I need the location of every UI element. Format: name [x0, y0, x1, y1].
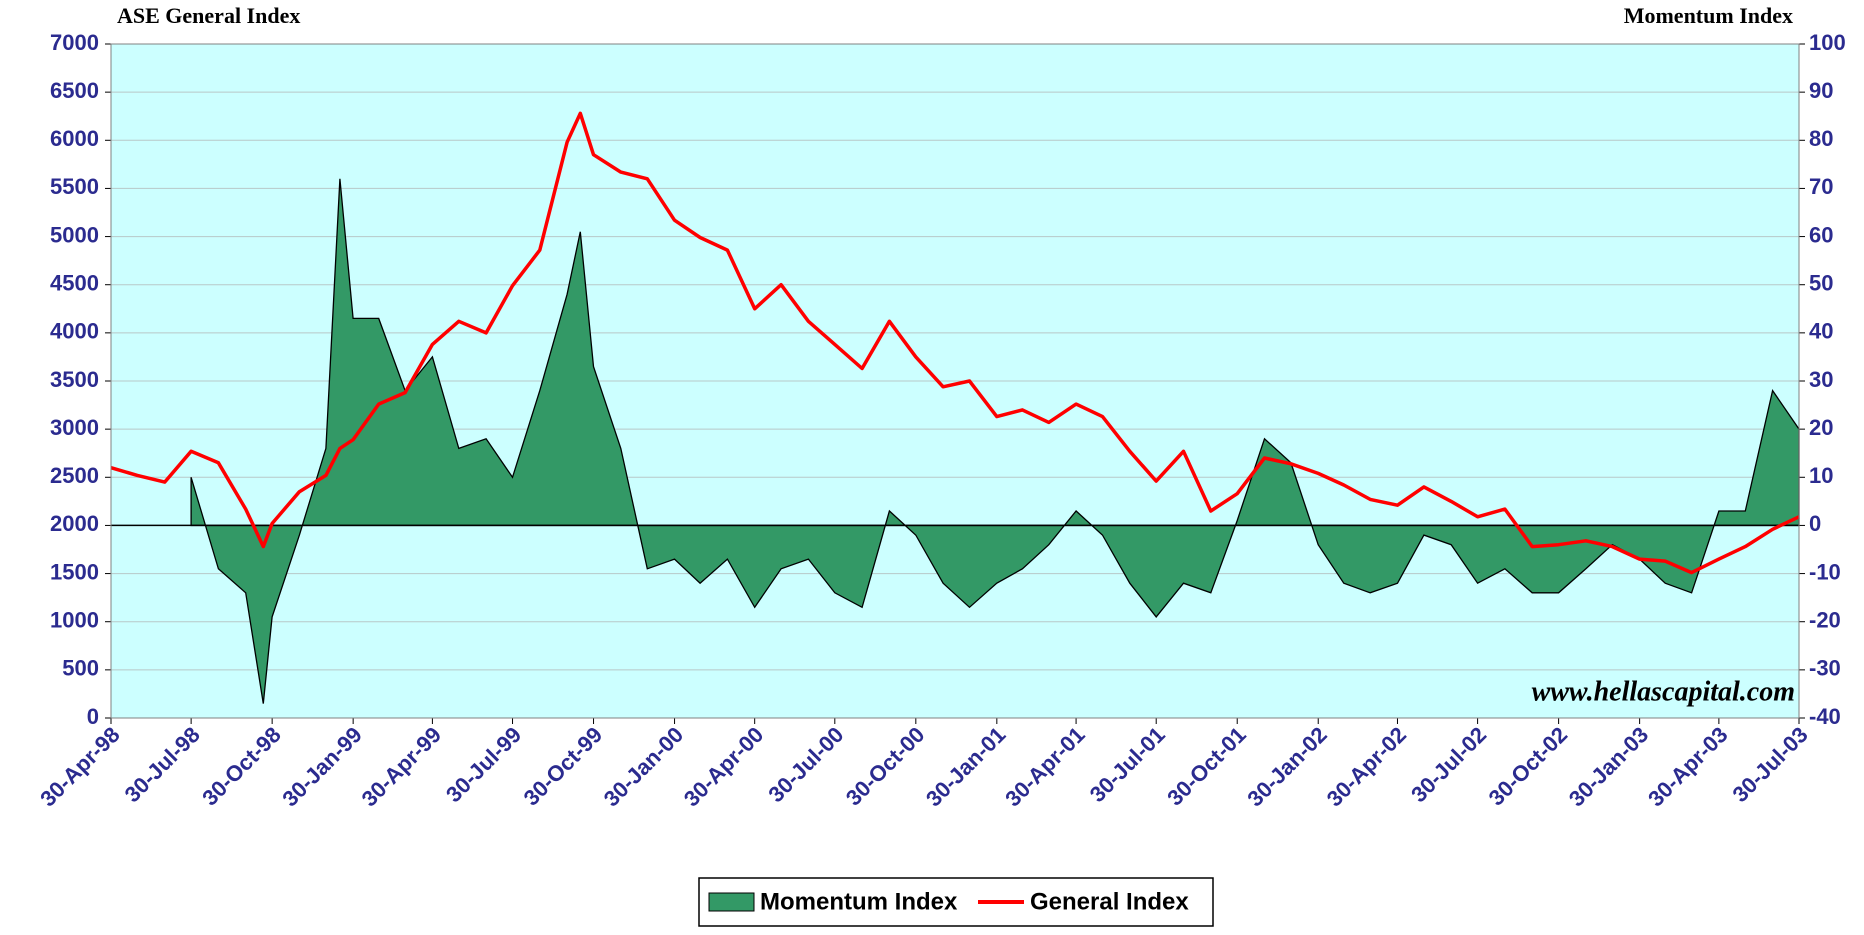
x-tick-label: 30-Jul-01 [1085, 722, 1170, 807]
y2-tick-label: -30 [1809, 656, 1841, 681]
legend-box [698, 877, 1214, 927]
x-tick-label: 30-Oct-02 [1484, 722, 1573, 811]
y-axis-title: ASE General Index [117, 3, 300, 28]
x-tick-label: 30-Jan-02 [1242, 722, 1331, 811]
y-tick-label: 500 [62, 656, 99, 681]
y-tick-label: 7000 [50, 30, 99, 55]
x-tick-label: 30-Jul-98 [120, 722, 205, 807]
x-tick-label: 30-Apr-02 [1322, 722, 1411, 811]
y2-tick-label: -10 [1809, 559, 1841, 584]
y2-tick-label: 70 [1809, 174, 1833, 199]
x-tick-label: 30-Apr-99 [357, 722, 446, 811]
legend-label: Momentum Index [760, 888, 958, 915]
x-tick-label: 30-Jul-03 [1728, 722, 1813, 807]
legend-label: General Index [1030, 888, 1189, 915]
x-tick-label: 30-Apr-00 [679, 722, 768, 811]
y-tick-label: 4000 [50, 319, 99, 344]
y-tick-label: 4500 [50, 271, 99, 296]
x-tick-label: 30-Jul-99 [441, 722, 526, 807]
x-tick-label: 30-Jul-02 [1406, 722, 1491, 807]
y2-tick-label: 100 [1809, 30, 1846, 55]
x-tick-label: 30-Apr-03 [1643, 722, 1732, 811]
x-tick-label: 30-Jan-01 [921, 722, 1010, 811]
y2-tick-label: 90 [1809, 78, 1833, 103]
y-tick-label: 1000 [50, 608, 99, 633]
legend-swatch [708, 892, 755, 912]
x-tick-label: 30-Oct-99 [519, 722, 608, 811]
line [110, 111, 1800, 575]
y-tick-label: 6000 [50, 126, 99, 151]
x-tick-label: 30-Oct-01 [1162, 722, 1251, 811]
annotation: www.hellascapital.com [1532, 676, 1795, 707]
x-tick-label: 30-Oct-98 [197, 722, 286, 811]
x-tick-label: 30-Jan-00 [599, 722, 688, 811]
y2-tick-label: 80 [1809, 126, 1833, 151]
x-tick-label: 30-Apr-98 [35, 722, 124, 811]
x-tick-label: 30-Apr-01 [1000, 722, 1089, 811]
y-tick-label: 0 [87, 704, 99, 729]
y2-tick-label: 0 [1809, 511, 1821, 536]
y2-tick-label: -40 [1809, 704, 1841, 729]
y-tick-label: 3500 [50, 367, 99, 392]
y-tick-label: 1500 [50, 559, 99, 584]
y2-tick-label: 60 [1809, 222, 1833, 247]
y2-tick-label: -20 [1809, 608, 1841, 633]
x-tick-label: 30-Oct-00 [841, 722, 930, 811]
y-tick-label: 5000 [50, 222, 99, 247]
y-tick-label: 3000 [50, 415, 99, 440]
y-tick-label: 2000 [50, 511, 99, 536]
x-tick-label: 30-Jan-99 [277, 722, 366, 811]
plot-frame [110, 43, 1800, 719]
y2-tick-label: 10 [1809, 463, 1833, 488]
y-tick-label: 6500 [50, 78, 99, 103]
y-tick-label: 2500 [50, 463, 99, 488]
x-tick-label: 30-Jan-03 [1564, 722, 1653, 811]
x-tick-label: 30-Jul-00 [763, 722, 848, 807]
y2-tick-label: 20 [1809, 415, 1833, 440]
y2-tick-label: 30 [1809, 367, 1833, 392]
y2-tick-label: 50 [1809, 271, 1833, 296]
y-tick-label: 5500 [50, 174, 99, 199]
y2-axis-title: Momentum Index [1624, 3, 1793, 28]
y2-tick-label: 40 [1809, 319, 1833, 344]
